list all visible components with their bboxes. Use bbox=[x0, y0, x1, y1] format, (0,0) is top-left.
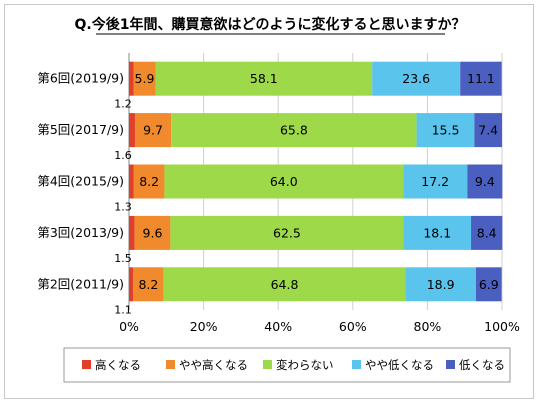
data-label: 6.9 bbox=[479, 277, 499, 292]
category-label: 第4回(2015/9) bbox=[37, 174, 124, 189]
data-label: 9.7 bbox=[143, 123, 163, 138]
legend-label: やや高くなる bbox=[179, 358, 248, 372]
bar-segment bbox=[171, 113, 417, 148]
category-label: 第6回(2019/9) bbox=[37, 71, 124, 86]
legend-swatch bbox=[446, 360, 455, 369]
bar-segment bbox=[474, 113, 502, 148]
data-label: 5.9 bbox=[135, 71, 155, 86]
category-label: 第5回(2017/9) bbox=[37, 122, 124, 137]
legend-label: 高くなる bbox=[95, 358, 141, 372]
bar-segment bbox=[471, 215, 503, 250]
data-label: 1.2 bbox=[114, 98, 132, 111]
data-label: 8.4 bbox=[477, 225, 497, 240]
data-label: 1.1 bbox=[114, 303, 132, 316]
legend-swatch bbox=[82, 360, 91, 369]
chart-title: Q.今後1年間、購買意欲はどのように変化すると思いますか？ bbox=[75, 16, 466, 33]
bar-segment bbox=[134, 215, 171, 250]
data-label: 64.8 bbox=[271, 277, 299, 292]
category-labels: 第6回(2019/9) 第5回(2017/9) 第4回(2015/9) 第3回(201… bbox=[37, 71, 124, 292]
data-label: 58.1 bbox=[250, 71, 278, 86]
bar-segment bbox=[372, 61, 461, 96]
data-label: 64.0 bbox=[270, 174, 298, 189]
x-tick-label: 20% bbox=[190, 319, 218, 334]
data-label: 18.9 bbox=[427, 277, 455, 292]
bar-segment bbox=[133, 61, 156, 96]
category-label: 第3回(2013/9) bbox=[37, 225, 124, 240]
bar-segment bbox=[129, 61, 134, 96]
data-label: 8.2 bbox=[138, 277, 158, 292]
x-tick-label: 80% bbox=[414, 319, 442, 334]
x-axis: 0% 20% 40% 60% 80% 100% bbox=[119, 319, 520, 334]
bar-segment bbox=[416, 113, 475, 148]
bar-segment bbox=[129, 215, 135, 250]
bar-segment bbox=[133, 267, 164, 302]
data-label: 11.1 bbox=[467, 71, 495, 86]
data-label: 9.4 bbox=[475, 174, 495, 189]
bar-segment bbox=[460, 61, 502, 96]
bar-segment bbox=[129, 267, 134, 302]
data-label: 23.6 bbox=[402, 71, 430, 86]
data-label: 8.2 bbox=[139, 174, 159, 189]
data-label: 65.8 bbox=[280, 123, 308, 138]
bar-segment bbox=[475, 267, 502, 302]
bar-segment bbox=[134, 113, 172, 148]
data-label: 18.1 bbox=[423, 225, 451, 240]
legend-label: やや低くなる bbox=[365, 358, 434, 372]
data-label: 15.5 bbox=[432, 123, 460, 138]
bar-segment bbox=[129, 113, 135, 148]
legend-swatch bbox=[263, 360, 272, 369]
bar-segment bbox=[163, 267, 406, 302]
bar-segment bbox=[170, 215, 404, 250]
x-tick-label: 40% bbox=[264, 319, 292, 334]
data-label: 1.6 bbox=[114, 149, 132, 162]
bar-segment bbox=[405, 267, 476, 302]
bar-segment bbox=[133, 164, 165, 199]
bar-segment bbox=[467, 164, 503, 199]
data-label: 62.5 bbox=[273, 225, 301, 240]
legend-label: 低くなる bbox=[459, 358, 505, 372]
legend-label: 変わらない bbox=[276, 358, 334, 372]
data-label: 1.5 bbox=[114, 252, 132, 265]
bar-segment bbox=[403, 215, 472, 250]
legend-swatch bbox=[166, 360, 175, 369]
category-label: 第2回(2011/9) bbox=[37, 276, 124, 291]
legend-box bbox=[63, 347, 511, 383]
x-tick-label: 100% bbox=[484, 319, 520, 334]
data-label: 9.6 bbox=[143, 225, 163, 240]
data-label: 7.4 bbox=[478, 123, 498, 138]
legend-swatch bbox=[352, 360, 361, 369]
x-tick-label: 60% bbox=[339, 319, 367, 334]
bar-segment bbox=[403, 164, 468, 199]
bars: 1.25.9 58.1 23.6 11.1 1.6 9.7 65.8 15.5 7.4 1.3 8.… bbox=[114, 61, 503, 316]
bar-segment bbox=[155, 61, 373, 96]
bar-segment bbox=[129, 164, 134, 199]
x-tick-label: 0% bbox=[119, 319, 139, 334]
legend: 高くなる やや高くなる 変わらない やや低くなる 低くなる bbox=[63, 347, 511, 383]
data-label: 17.2 bbox=[421, 174, 449, 189]
data-label: 1.3 bbox=[114, 201, 132, 214]
bar-segment bbox=[164, 164, 404, 199]
